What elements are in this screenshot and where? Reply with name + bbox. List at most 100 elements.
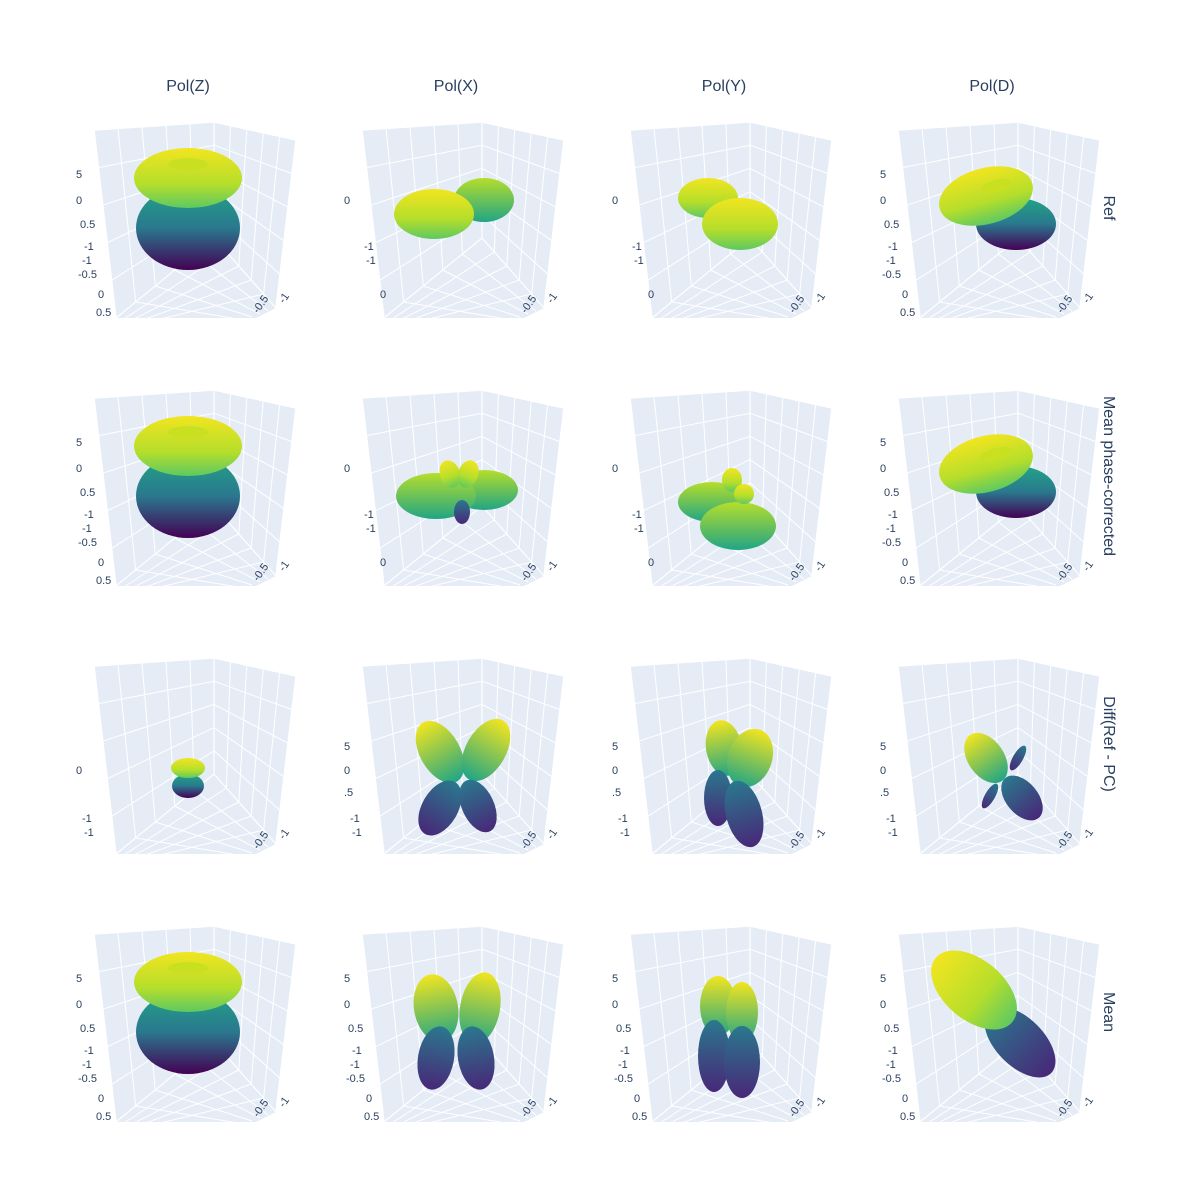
upper-lobe — [171, 758, 205, 778]
surface-dipole-z — [134, 148, 242, 270]
scene-3-2[interactable]: 500.5-1-1-0.500.5-1-0.5 — [612, 912, 862, 1122]
lobe — [724, 1026, 760, 1098]
tick-label: -1 — [352, 827, 362, 839]
tick-label: -1 — [813, 291, 828, 306]
lobe — [457, 1026, 495, 1090]
scene-1-1[interactable]: 0-1-10 -1-0.5 — [344, 376, 594, 586]
surface-dipole-z — [134, 416, 242, 538]
scene-2-3[interactable]: 50.5-1-10-1-0.5 — [880, 644, 1130, 854]
scene-box — [93, 657, 297, 854]
tick-label: 0 — [344, 195, 350, 207]
tick-label: -1 — [620, 827, 630, 839]
lobe-hole — [980, 446, 1012, 462]
tick-label: -1 — [888, 1045, 898, 1057]
scene-3-1[interactable]: 500.5-1-1-0.500.5-1-0.5 — [344, 912, 594, 1122]
scene-0-3[interactable]: 500.5-1-1-0.500.5-1-0.5 — [880, 108, 1130, 318]
tick-label: 0 — [612, 765, 618, 777]
tick-label: 5 — [76, 973, 82, 985]
surface-dipole-y — [678, 178, 778, 250]
surface-dipole-d — [939, 434, 1056, 518]
tick-label: .5 — [612, 787, 621, 799]
tick-label: -1 — [84, 1045, 94, 1057]
surface-dipole-x-lobed — [396, 460, 518, 524]
axis-ticks: 500.5-1-1-0.500.5-1-0.5 — [76, 973, 292, 1122]
tick-label: -1 — [364, 241, 374, 253]
tick-label: 0 — [880, 195, 886, 207]
tick-label: -1 — [888, 241, 898, 253]
column-title-pol-x: Pol(X) — [433, 78, 479, 95]
lobe — [1009, 745, 1027, 771]
lobe — [417, 1026, 455, 1090]
upper-lobe — [134, 148, 242, 208]
tick-label: 0 — [380, 289, 386, 301]
tick-label: -1 — [82, 1059, 92, 1071]
tick-label: -1 — [350, 813, 360, 825]
lobe-hole — [168, 426, 208, 438]
tick-label: -1 — [886, 1059, 896, 1071]
tick-label: -1 — [84, 241, 94, 253]
surface-four-lobe-y — [704, 720, 774, 848]
scene-2-2[interactable]: 50.5-1-10-1-0.5 — [612, 644, 862, 854]
tick-label: 0.5 — [96, 307, 111, 318]
tick-label: 0 — [76, 765, 82, 777]
tick-label: -1 — [277, 1095, 292, 1110]
small-lobe — [722, 468, 742, 492]
scene-2-1[interactable]: 50.5-1-10-1-0.5 — [344, 644, 594, 854]
tick-label: 5 — [880, 169, 886, 181]
tick-label: 0 — [76, 999, 82, 1011]
scene-0-0[interactable]: 500.5-1-1-0.500.5-1-0.5 — [76, 108, 326, 318]
tick-label: -1 — [366, 255, 376, 267]
lobe — [698, 1020, 730, 1092]
surface-butterfly-y — [698, 976, 760, 1098]
tick-label: -0.5 — [78, 269, 97, 281]
tick-label: -0.5 — [882, 1073, 901, 1085]
tick-label: .5 — [880, 787, 889, 799]
scene-1-0[interactable]: 500.5-1-1-0.500.5-1-0.5 — [76, 376, 326, 586]
tick-label: -1 — [618, 1059, 628, 1071]
lobe-hole — [168, 158, 208, 170]
tick-label: -1 — [813, 559, 828, 574]
lobe — [1001, 775, 1043, 821]
tick-label: -0.5 — [882, 269, 901, 281]
tick-label: -1 — [632, 509, 642, 521]
tick-label: 0 — [380, 557, 386, 569]
lobe — [459, 779, 497, 833]
tick-label: -1 — [366, 523, 376, 535]
scene-1-3[interactable]: 500.5-1-1-0.500.5-1-0.5 — [880, 376, 1130, 586]
scene-box — [629, 925, 833, 1122]
tick-label: 0.5 — [80, 219, 95, 231]
tick-label: 0.5 — [96, 1111, 111, 1122]
lobe — [726, 982, 758, 1042]
tick-label: 0 — [634, 1093, 640, 1105]
scene-0-2[interactable]: 0-1-10 -1-0.5 — [612, 108, 862, 318]
tick-label: 5 — [76, 437, 82, 449]
tick-label: 5 — [880, 437, 886, 449]
tick-label: -1 — [886, 813, 896, 825]
lower-lobe — [136, 186, 240, 270]
scene-0-1[interactable]: 0-1-10 -1-0.5 — [344, 108, 594, 318]
surface-four-lobe-d — [964, 732, 1043, 821]
tick-label: 0 — [98, 289, 104, 301]
scene-2-0[interactable]: 0-1-10-1-0.5 — [76, 644, 326, 854]
tick-label: -1 — [1081, 827, 1096, 842]
tick-label: -1 — [350, 1059, 360, 1071]
column-title-pol-y: Pol(Y) — [701, 78, 747, 95]
upper-lobe — [134, 416, 242, 476]
scene-3-0[interactable]: 500.5-1-1-0.500.5-1-0.5 — [76, 912, 326, 1122]
scene-1-2[interactable]: 0-1-10 -1-0.5 — [612, 376, 862, 586]
surface-four-lobe-x — [415, 718, 511, 836]
tick-label: -1 — [82, 255, 92, 267]
tick-label: 0.5 — [364, 1111, 379, 1122]
scene-3-3[interactable]: 500.5-1-1-0.500.5-1-0.5 — [880, 912, 1130, 1122]
tick-label: 5 — [76, 169, 82, 181]
tick-label: -1 — [84, 827, 94, 839]
small-lobe — [454, 500, 470, 524]
lobe — [413, 974, 459, 1042]
tick-label: -1 — [1081, 1095, 1096, 1110]
scene-box — [897, 657, 1101, 854]
tick-label: 0 — [344, 999, 350, 1011]
tick-label: 5 — [612, 741, 618, 753]
axis-ticks: 500.5-1-1-0.500.5-1-0.5 — [76, 437, 292, 586]
tick-label: 0 — [902, 557, 908, 569]
tick-label: 0 — [612, 463, 618, 475]
